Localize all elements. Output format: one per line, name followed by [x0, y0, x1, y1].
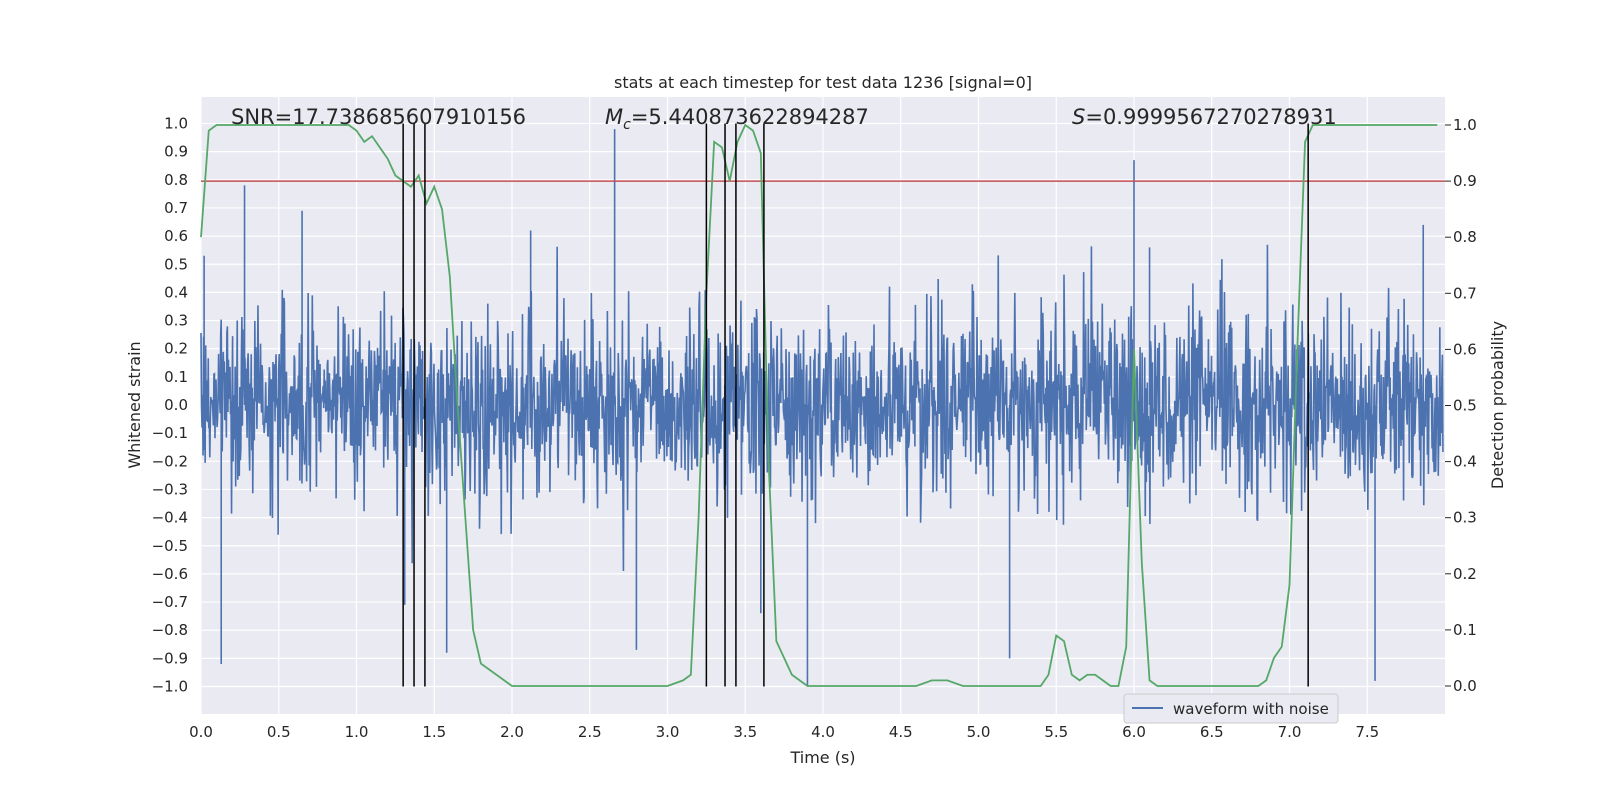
x-tick-label: 0.5 [267, 723, 291, 741]
snr-annotation: SNR=17.738685607910156 [231, 105, 526, 129]
right-y-tick-label: 0.4 [1453, 453, 1477, 471]
left-y-axis-label: Whitened strain [125, 341, 144, 468]
right-y-tick-label: 0.9 [1453, 172, 1477, 190]
score-annotation: S=0.9999567270278931 [1072, 105, 1337, 129]
x-tick-label: 1.0 [345, 723, 369, 741]
x-tick-label: 5.0 [967, 723, 991, 741]
waveform-series [200, 129, 1444, 687]
left-y-tick-label: 0.0 [164, 396, 188, 414]
left-y-tick-label: −0.5 [152, 537, 188, 555]
left-y-tick-label: 0.3 [164, 312, 188, 330]
left-y-tick-label: 0.5 [164, 255, 188, 273]
left-y-tick-label: −0.2 [152, 452, 188, 470]
legend-box [1123, 693, 1339, 724]
probability-series [200, 123, 1445, 687]
legend: waveform with noise [1123, 693, 1339, 724]
left-y-tick-label: 0.2 [164, 340, 188, 358]
right-y-tick-label: 0.1 [1453, 621, 1477, 639]
probability-line [200, 123, 1438, 687]
left-y-tick-label: 0.7 [164, 199, 188, 217]
right-y-tick-label: 0.7 [1453, 284, 1477, 302]
x-tick-label: 7.0 [1278, 723, 1302, 741]
left-y-tick-label: 0.1 [164, 368, 188, 386]
right-y-tick-label: 0.5 [1453, 397, 1477, 415]
right-y-axis-ticks: 1.0 0.9 0.8 0.7 0.6 0.5 0.4 0.3 0.2 0.1 0.0 [1445, 116, 1477, 695]
x-tick-label: 3.0 [656, 723, 680, 741]
event-vlines [402, 123, 1309, 687]
x-tick-label: 0.0 [189, 723, 213, 741]
left-y-tick-label: −0.8 [152, 621, 188, 639]
right-y-tick-label: 0.6 [1453, 340, 1477, 358]
x-tick-label: 3.5 [733, 723, 757, 741]
left-y-axis-ticks: 1.0 0.9 0.8 0.7 0.6 0.5 0.4 0.3 0.2 0.1 0.0 −0.1 −0.… [152, 115, 188, 696]
left-y-tick-label: −0.4 [152, 509, 188, 527]
right-y-axis-label: Detection probability [1488, 321, 1507, 489]
left-y-tick-label: −0.6 [152, 565, 188, 583]
left-y-tick-label: −0.3 [152, 480, 188, 498]
x-tick-label: 7.5 [1355, 723, 1379, 741]
left-y-tick-label: −0.7 [152, 593, 188, 611]
left-y-tick-label: 0.6 [164, 227, 188, 245]
left-y-tick-label: 1.0 [164, 115, 188, 133]
right-y-tick-label: 0.0 [1453, 677, 1477, 695]
x-tick-label: 6.0 [1122, 723, 1146, 741]
right-y-tick-label: 1.0 [1453, 116, 1477, 134]
left-y-tick-label: −1.0 [152, 678, 188, 696]
left-y-tick-label: −0.1 [152, 424, 188, 442]
chirp-mass-subscript: c [623, 117, 631, 133]
x-tick-label: 5.5 [1044, 723, 1068, 741]
left-y-tick-label: 0.8 [164, 171, 188, 189]
left-y-tick-label: −0.9 [152, 649, 188, 667]
x-tick-label: 6.5 [1200, 723, 1224, 741]
right-y-tick-label: 0.8 [1453, 228, 1477, 246]
x-tick-label: 2.5 [578, 723, 602, 741]
x-tick-label: 4.0 [811, 723, 835, 741]
x-tick-label: 1.5 [422, 723, 446, 741]
right-y-tick-label: 0.3 [1453, 509, 1477, 527]
left-y-tick-label: 0.4 [164, 283, 188, 301]
legend-label-waveform: waveform with noise [1173, 700, 1329, 718]
x-axis-label: Time (s) [789, 748, 855, 767]
chirp-mass-value: =5.440873622894287 [631, 105, 869, 129]
chart-title: stats at each timestep for test data 123… [614, 73, 1032, 92]
chirp-mass-symbol: M [605, 105, 623, 129]
left-y-tick-label: 0.9 [164, 143, 188, 161]
score-symbol: S [1072, 105, 1085, 129]
right-y-tick-label: 0.2 [1453, 565, 1477, 583]
waveform-line [200, 244, 1444, 571]
x-axis-ticks: 0.0 0.5 1.0 1.5 2.0 2.5 3.0 3.5 4.0 4.5 5.0 5.5 6.0 6… [189, 723, 1379, 741]
score-value: =0.9999567270278931 [1085, 105, 1336, 129]
chirp-mass-annotation: Mc=5.440873622894287 [605, 105, 869, 133]
x-tick-label: 4.5 [889, 723, 913, 741]
x-tick-label: 2.0 [500, 723, 524, 741]
